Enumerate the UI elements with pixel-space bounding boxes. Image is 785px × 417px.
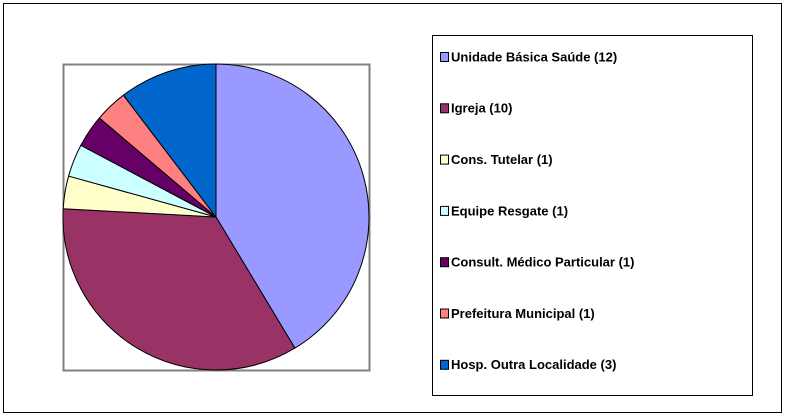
legend-label: Cons. Tutelar (1) (451, 152, 553, 167)
legend-swatch (440, 308, 449, 319)
legend-swatch (440, 52, 449, 62)
legend-label: Equipe Resgate (1) (451, 203, 568, 218)
pie-slice (122, 63, 217, 219)
legend-label: Consult. Médico Particular (1) (451, 255, 634, 270)
legend-box (432, 35, 753, 396)
legend-swatch (440, 257, 449, 268)
pie-slice (215, 63, 370, 349)
legend-swatch (440, 359, 449, 370)
legend-label: Igreja (10) (451, 101, 512, 116)
legend-label: Hosp. Outra Localidade (3) (451, 357, 616, 372)
legend-swatch (440, 154, 449, 165)
legend-label: Unidade Básica Saúde (12) (451, 49, 617, 64)
pie-slice (62, 208, 296, 371)
legend-label: Prefeitura Municipal (1) (451, 306, 595, 321)
legend-swatch (440, 205, 449, 216)
legend-swatch (440, 103, 449, 114)
